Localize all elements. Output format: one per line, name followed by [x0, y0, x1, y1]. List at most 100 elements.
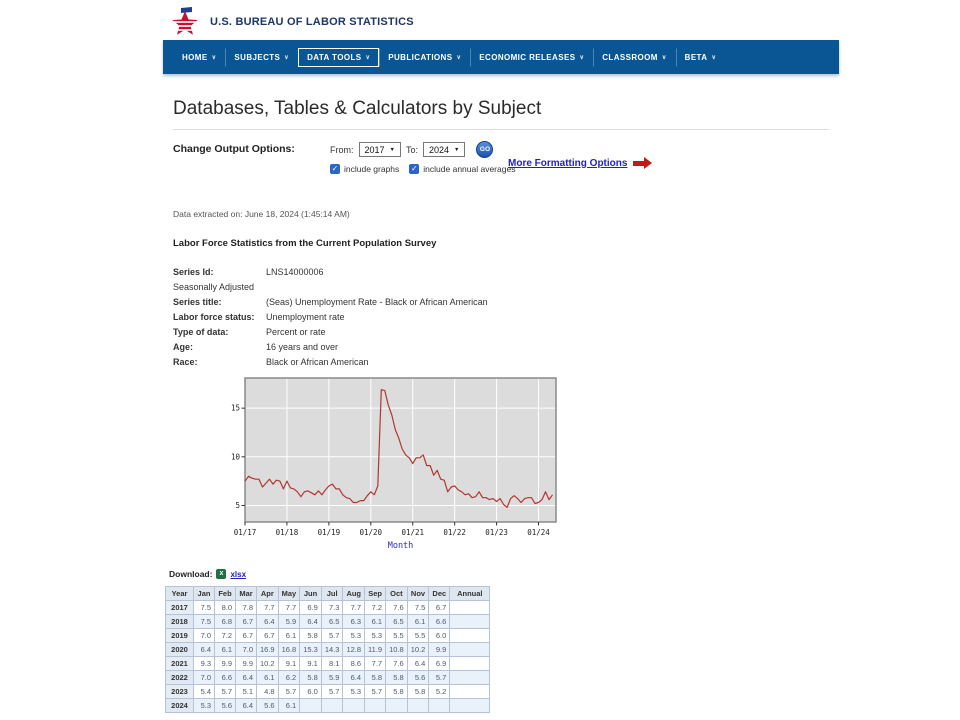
checkbox-include-annual-averages[interactable]: ✓ include annual averages: [409, 164, 516, 174]
value-cell: 5.8: [385, 684, 408, 699]
chevron-down-icon: ∨: [711, 54, 717, 61]
value-cell: 6.7: [256, 628, 279, 643]
table-row: 2022 7.0 6.6 6.4 6.1 6.2 5.8 5.9 6.4 5.8 5.8 5.6 5.7: [165, 670, 491, 685]
year-cell: 2020: [165, 642, 194, 657]
checkbox-include-graphs[interactable]: ✓ include graphs: [330, 164, 400, 174]
value-cell: 5.3: [342, 628, 366, 643]
data-extracted-note: Data extracted on: June 18, 2024 (1:45:1…: [173, 209, 350, 219]
value-cell: 12.8: [342, 642, 366, 657]
value-cell: 7.5: [193, 614, 215, 629]
y-tick-label: 5: [235, 501, 240, 510]
table-row: 2024 5.3 5.6 6.4 5.6 6.1: [165, 698, 491, 713]
value-cell: 6.1: [406, 614, 430, 629]
value-cell: 6.4: [235, 670, 257, 685]
series-row: Age: 16 years and over: [173, 342, 339, 352]
value-cell: 5.6: [256, 698, 279, 713]
value-cell: 5.7: [320, 684, 344, 699]
value-cell: [320, 698, 344, 713]
col-header-year: Year: [165, 586, 194, 601]
download-label: Download:: [169, 569, 213, 579]
value-cell: 6.1: [364, 614, 387, 629]
col-header-aug: Aug: [342, 586, 366, 601]
y-tick-label: 15: [231, 404, 240, 413]
value-cell: 7.0: [193, 670, 215, 685]
value-cell: 7.2: [214, 628, 236, 643]
chevron-down-icon: ∨: [284, 54, 290, 61]
value-cell: 5.6: [214, 698, 236, 713]
x-tick-label: 01/18: [276, 528, 299, 537]
nav-item-beta[interactable]: BETA ∨: [675, 47, 726, 67]
nav-item-economic-releases[interactable]: ECONOMIC RELEASES ∨: [470, 47, 593, 67]
col-header-feb: Feb: [214, 586, 236, 601]
chevron-down-icon: ∨: [456, 54, 462, 61]
col-header-sep: Sep: [364, 586, 387, 601]
checkbox-checked-icon: ✓: [330, 164, 340, 174]
x-tick-label: 01/17: [234, 528, 257, 537]
value-cell: 15.3: [299, 642, 322, 657]
value-cell: 5.9: [320, 670, 344, 685]
value-cell: 7.7: [256, 600, 279, 615]
main-nav: HOME ∨ SUBJECTS ∨ DATA TOOLS ∨ PUBLICATIONS ∨ EC…: [163, 40, 839, 74]
value-cell: 5.1: [235, 684, 257, 699]
nav-item-publications[interactable]: PUBLICATIONS ∨: [379, 47, 470, 67]
checkbox-checked-icon: ✓: [409, 164, 420, 174]
value-cell: 10.2: [256, 656, 279, 671]
value-cell: [428, 698, 451, 713]
value-cell: 6.1: [277, 698, 301, 713]
value-cell: 5.3: [364, 628, 387, 643]
page-container: U.S. BUREAU OF LABOR STATISTICS HOME ∨ SUB…: [163, 0, 839, 713]
x-tick-label: 01/21: [401, 528, 424, 537]
col-header-jun: Jun: [299, 586, 322, 601]
output-checkboxes: ✓ include graphs ✓ include annual averages: [330, 164, 515, 174]
table-row: 2021 9.3 9.9 9.9 10.2 9.1 9.1 8.1 8.6 7.7 7.6 6.4 6.…: [165, 656, 491, 671]
value-cell: 6.3: [342, 614, 366, 629]
value-cell: 6.5: [320, 614, 344, 629]
value-cell: 7.7: [277, 600, 301, 615]
col-header-mar: Mar: [235, 586, 257, 601]
from-year-select[interactable]: 2017 ▼: [358, 142, 401, 157]
site-header: U.S. BUREAU OF LABOR STATISTICS: [163, 0, 839, 40]
value-cell: 6.4: [406, 656, 430, 671]
value-cell: 6.0: [428, 628, 451, 643]
value-cell: 5.8: [364, 670, 387, 685]
value-cell: 6.8: [214, 614, 236, 629]
nav-item-subjects[interactable]: SUBJECTS ∨: [225, 47, 298, 67]
monthly-data-table: Year Jan Feb Mar Apr May Jun Jul Aug Sep Oct Nov Dec…: [165, 586, 491, 713]
chevron-down-icon: ▼: [389, 146, 395, 153]
value-cell: 10.2: [406, 642, 430, 657]
value-cell: 6.0: [299, 684, 322, 699]
value-cell: 7.5: [193, 600, 215, 615]
value-cell: 5.7: [364, 684, 387, 699]
chevron-down-icon: ∨: [211, 54, 217, 61]
value-cell: 5.7: [277, 684, 301, 699]
nav-item-data-tools[interactable]: DATA TOOLS ∨: [298, 47, 380, 67]
value-cell: 7.6: [385, 656, 408, 671]
table-row: 2017 7.5 8.0 7.8 7.7 7.7 6.9 7.3 7.7 7.2 7.6 7.5 6.7: [165, 600, 491, 615]
xlsx-download-link[interactable]: xlsx: [230, 569, 247, 579]
value-cell: 9.9: [214, 656, 236, 671]
chevron-down-icon: ∨: [365, 54, 371, 61]
more-formatting-options-link[interactable]: More Formatting Options: [508, 157, 628, 169]
year-cell: 2023: [165, 684, 194, 699]
download-row: Download: x xlsx: [169, 569, 829, 579]
go-button[interactable]: GO: [476, 141, 494, 158]
annual-cell: [449, 684, 491, 699]
bls-logo-icon[interactable]: [169, 6, 201, 37]
red-arrow-icon: [633, 160, 645, 166]
nav-item-classroom[interactable]: CLASSROOM ∨: [593, 47, 675, 67]
value-cell: 5.5: [406, 628, 430, 643]
col-header-oct: Oct: [385, 586, 408, 601]
col-header-apr: Apr: [256, 586, 279, 601]
value-cell: [299, 698, 322, 713]
value-cell: 6.7: [235, 614, 257, 629]
x-tick-label: 01/22: [443, 528, 466, 537]
value-cell: 5.8: [299, 670, 322, 685]
value-cell: 5.6: [406, 670, 430, 685]
col-header-nov: Nov: [406, 586, 430, 601]
more-formatting-options: More Formatting Options: [508, 157, 653, 169]
value-cell: 16.8: [277, 642, 301, 657]
value-cell: 9.1: [299, 656, 322, 671]
nav-item-home[interactable]: HOME ∨: [182, 52, 217, 62]
value-cell: 6.1: [256, 670, 279, 685]
to-year-select[interactable]: 2024 ▼: [423, 142, 466, 157]
